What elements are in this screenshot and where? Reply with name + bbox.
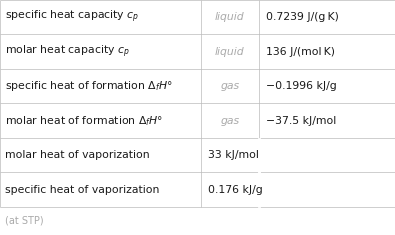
- Text: gas: gas: [220, 81, 239, 91]
- Text: (at STP): (at STP): [5, 216, 43, 226]
- Text: 0.7239 J/(g K): 0.7239 J/(g K): [266, 12, 339, 22]
- Text: molar heat of formation $\Delta_f H°$: molar heat of formation $\Delta_f H°$: [5, 114, 163, 128]
- Text: liquid: liquid: [215, 47, 245, 57]
- Text: −37.5 kJ/mol: −37.5 kJ/mol: [266, 116, 337, 126]
- Text: 0.176 kJ/g: 0.176 kJ/g: [208, 184, 263, 195]
- Text: specific heat capacity $c_p$: specific heat capacity $c_p$: [5, 9, 139, 25]
- Text: molar heat capacity $c_p$: molar heat capacity $c_p$: [5, 43, 130, 60]
- Text: liquid: liquid: [215, 12, 245, 22]
- Text: 33 kJ/mol: 33 kJ/mol: [208, 150, 259, 160]
- Text: 136 J/(mol K): 136 J/(mol K): [266, 47, 335, 57]
- Text: −0.1996 kJ/g: −0.1996 kJ/g: [266, 81, 337, 91]
- Text: gas: gas: [220, 116, 239, 126]
- Text: specific heat of vaporization: specific heat of vaporization: [5, 184, 159, 195]
- Text: molar heat of vaporization: molar heat of vaporization: [5, 150, 149, 160]
- Text: specific heat of formation $\Delta_f H°$: specific heat of formation $\Delta_f H°$: [5, 79, 173, 93]
